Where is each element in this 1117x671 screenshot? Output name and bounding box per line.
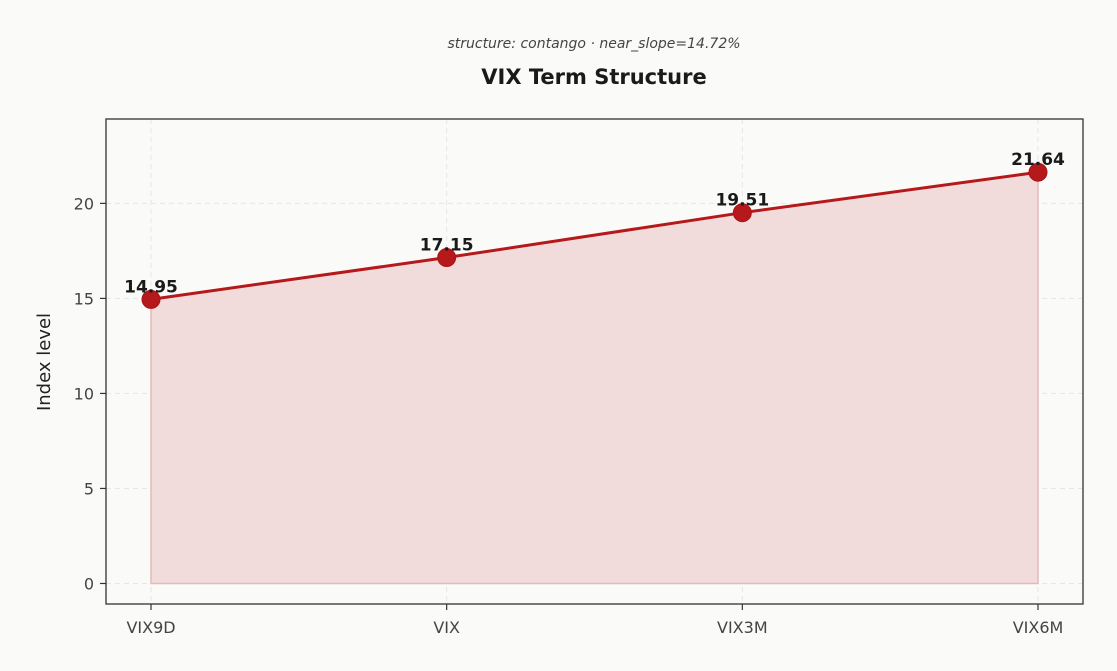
points-layer	[141, 162, 1048, 309]
plot-frame	[105, 118, 1084, 605]
y-axis-label: Index level	[34, 313, 55, 411]
data-label-vix: 17.15	[420, 236, 474, 256]
x-tick-label-2: VIX3M	[717, 618, 768, 637]
data-point-vix6m	[1028, 162, 1048, 182]
y-tick-label-0: 0	[84, 574, 94, 593]
series-line	[149, 170, 1040, 301]
x-tick-label-1: VIX	[433, 618, 460, 637]
line-layer	[149, 170, 1040, 301]
chart-title: VIX Term Structure	[481, 65, 706, 89]
y-tick-label-1: 5	[84, 479, 94, 498]
chart-subtitle: structure: contango · near_slope=14.72%	[447, 36, 740, 52]
y-tick-label-2: 10	[74, 384, 94, 403]
data-point-vix	[437, 248, 457, 268]
y-tick-label-4: 20	[74, 194, 94, 213]
data-point-vix9d	[141, 289, 161, 309]
y-tick-label-3: 15	[74, 289, 94, 308]
x-tick-label-3: VIX6M	[1013, 618, 1064, 637]
data-label-vix9d: 14.95	[124, 277, 178, 297]
data-point-vix3m	[732, 203, 752, 223]
data-label-vix6m: 21.64	[1011, 150, 1065, 170]
ticks-layer: 0 5 10 15 20 VIX9D VIX VIX3M VIX6M	[74, 194, 1064, 637]
labels-layer: 14.95 17.15 19.51 21.64	[124, 150, 1065, 297]
x-tick-label-0: VIX9D	[126, 618, 175, 637]
data-label-vix3m: 19.51	[715, 191, 769, 211]
